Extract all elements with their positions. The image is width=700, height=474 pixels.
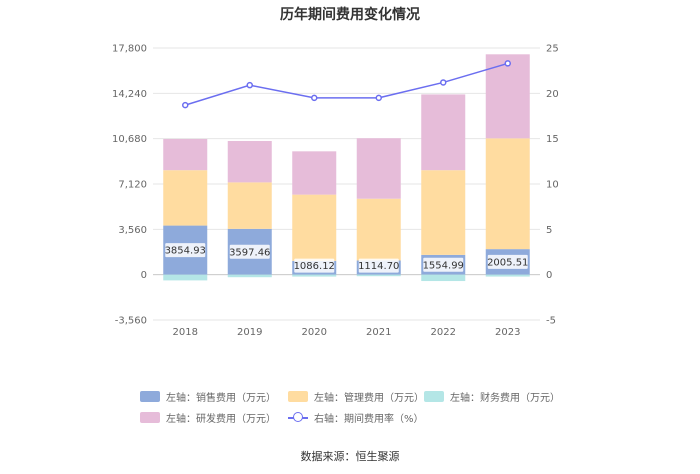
y-left-tick-label: 0 [141, 270, 147, 281]
x-tick-label: 2018 [173, 327, 198, 338]
legend-swatch-sales [140, 391, 160, 402]
data-label-bg [165, 243, 206, 258]
legend-label-admin: 左轴：管理费用（万元） [314, 393, 424, 404]
legend-swatch-expense-rate [288, 412, 308, 423]
y-right-tick-label: 10 [546, 180, 559, 191]
bar-admin-2020 [292, 194, 337, 261]
expense-rate-point-2023 [504, 60, 511, 67]
y-right-tick-label: -5 [546, 316, 556, 327]
chart-title: 历年期间费用变化情况 [280, 7, 420, 23]
data-label-sales-2019: 3597.46 [229, 247, 270, 258]
x-tick-label: 2022 [431, 327, 456, 338]
y-left-tick-label: 10,680 [112, 134, 147, 145]
bar-finance-2018 [163, 274, 208, 281]
bar-finance-2022 [421, 274, 466, 282]
legend-item-finance[interactable]: 左轴：财务费用（万元） [424, 389, 560, 404]
legend-swatch-rd [140, 412, 160, 423]
y-right-tick-label: 15 [546, 134, 559, 145]
y-left-tick-label: 3,560 [118, 225, 147, 236]
expense-rate-point-2021 [375, 94, 382, 102]
y-left-tick-label: 7,120 [118, 180, 147, 191]
data-label-sales-2022: 1554.99 [423, 260, 464, 271]
chart-plot: 3854.93 3597.46 1086.12 1114.70 1554.99 2005.… [112, 44, 559, 339]
x-tick-label: 2021 [366, 327, 391, 338]
data-label-sales-2023: 2005.51 [487, 257, 528, 268]
bar-rd-2022 [421, 94, 466, 171]
bar-admin-2021 [356, 198, 401, 261]
legend-swatch-finance [424, 391, 444, 402]
expense-rate-point-2022 [440, 79, 447, 86]
legend-label-rd: 左轴：研发费用（万元） [166, 414, 276, 425]
legend-label-expense-rate: 右轴：期间费用率（%） [314, 414, 424, 425]
expense-rate-point-2019 [246, 81, 253, 89]
y-right-tick-label: 0 [546, 270, 552, 281]
data-label-sales-2020: 1086.12 [294, 261, 335, 272]
y-left-tick-label: 14,240 [112, 89, 147, 100]
legend-item-expense-rate[interactable]: 右轴：期间费用率（%） [288, 410, 424, 425]
legend-swatch-admin [288, 391, 308, 402]
bar-admin-2019 [227, 182, 272, 229]
data-label-bg [487, 254, 528, 269]
bar-finance-2019 [227, 274, 272, 278]
bar-rd-2018 [163, 138, 208, 171]
data-label-bg [358, 258, 399, 273]
y-left-tick-label: -3,560 [115, 316, 147, 327]
expense-rate-line [185, 62, 508, 106]
bar-rd-2021 [356, 138, 401, 199]
x-tick-label: 2023 [495, 327, 520, 338]
bar-rd-2019 [227, 140, 272, 183]
data-label-sales-2018: 3854.93 [165, 246, 206, 257]
bar-finance-2020 [292, 274, 337, 277]
data-label-bg [229, 244, 270, 259]
y-left-tick-label: 17,800 [112, 44, 147, 55]
bar-finance-2023 [485, 274, 530, 277]
bar-finance-2021 [356, 274, 401, 277]
bar-admin-2018 [163, 170, 208, 226]
data-label-bg [294, 258, 335, 273]
expense-rate-point-2020 [311, 94, 318, 102]
y-right-tick-label: 5 [546, 225, 552, 236]
legend-item-sales[interactable]: 左轴：销售费用（万元） [140, 389, 276, 404]
bar-rd-2023 [485, 54, 530, 139]
bar-rd-2020 [292, 151, 337, 195]
legend-item-admin[interactable]: 左轴：管理费用（万元） [288, 389, 424, 404]
bar-admin-2023 [485, 138, 530, 250]
data-source: 数据来源：恒生聚源 [300, 450, 400, 463]
y-right-tick-label: 20 [546, 89, 559, 100]
bar-admin-2022 [421, 170, 466, 255]
data-label-bg [423, 257, 464, 272]
legend-label-finance: 左轴：财务费用（万元） [450, 393, 560, 404]
data-label-sales-2021: 1114.70 [358, 261, 399, 272]
legend-label-sales: 左轴：销售费用（万元） [166, 393, 276, 404]
legend-item-rd[interactable]: 左轴：研发费用（万元） [140, 410, 276, 425]
x-tick-label: 2020 [302, 327, 327, 338]
y-right-tick-label: 25 [546, 44, 559, 55]
x-tick-label: 2019 [237, 327, 262, 338]
expense-rate-point-2018 [182, 101, 189, 109]
